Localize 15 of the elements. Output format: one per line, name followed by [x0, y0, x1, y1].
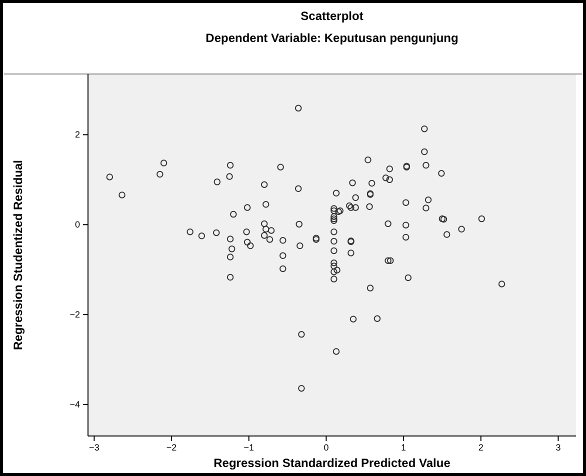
y-tick-label: −4: [70, 399, 80, 410]
x-tick-label: −3: [89, 442, 100, 452]
x-tick-label: 1: [401, 442, 406, 452]
y-tick-label: 2: [74, 130, 80, 140]
y-axis-title: Regression Studentized Residual: [11, 160, 25, 350]
x-axis-title: Regression Standardized Predicted Value: [214, 456, 451, 470]
x-tick-label: −1: [244, 442, 254, 452]
chart-subtitle: Dependent Variable: Keputusan pengunjung: [206, 31, 458, 45]
x-tick-label: −2: [166, 442, 177, 452]
y-tick-label: −2: [70, 309, 80, 320]
x-tick-label: 2: [478, 442, 484, 452]
y-tick-label: 0: [74, 220, 80, 230]
x-tick-label: 0: [324, 442, 329, 452]
chart-title: Scatterplot: [300, 9, 364, 23]
x-tick-label: 3: [556, 442, 561, 452]
